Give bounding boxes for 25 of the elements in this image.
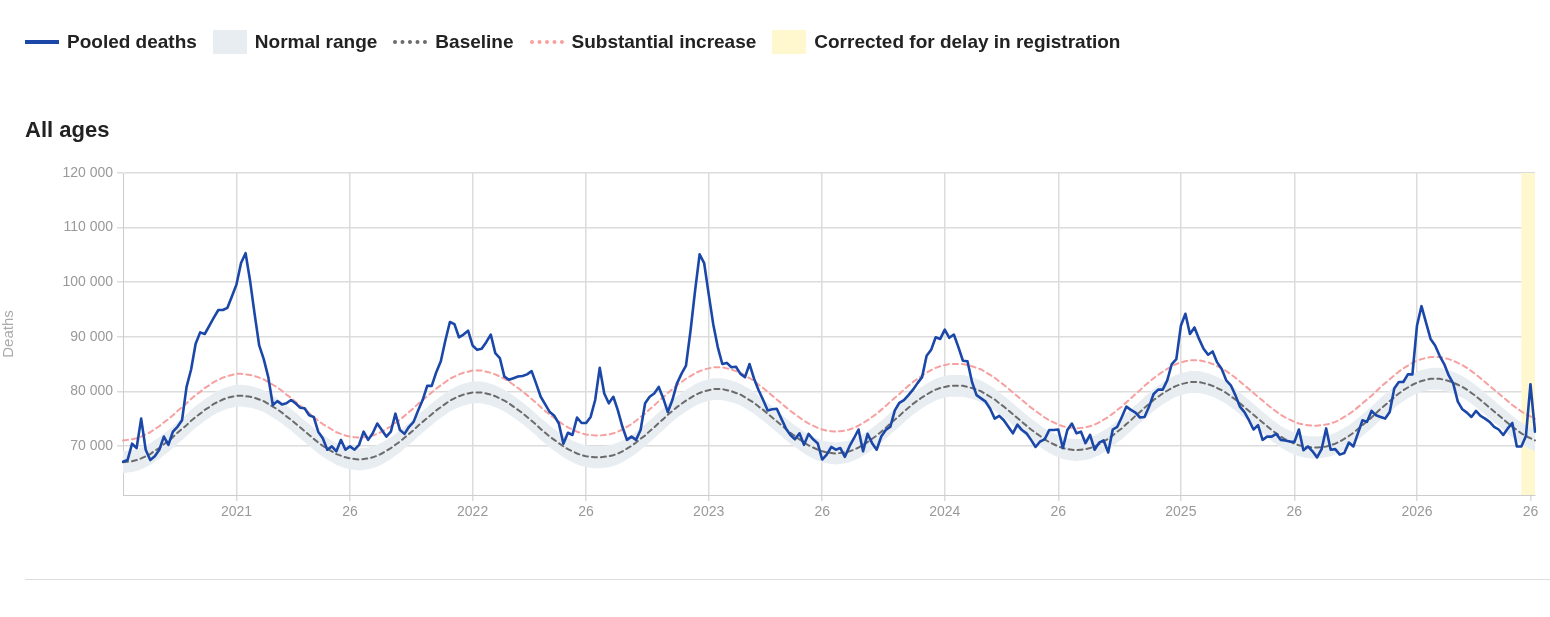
x-tick-label: 26 xyxy=(578,503,595,520)
y-axis-title: Deaths xyxy=(0,310,17,358)
x-tick-label: 2026 xyxy=(1401,503,1433,520)
legend-label: Pooled deaths xyxy=(67,31,197,53)
y-tick-label: 100 000 xyxy=(62,273,114,290)
text: Normal range xyxy=(254,31,378,53)
x-tick-label: 26 xyxy=(1522,503,1539,520)
chart-title: All ages xyxy=(25,117,110,143)
x-tick-label: 26 xyxy=(1286,503,1303,520)
y-tick-label: 70 000 xyxy=(70,436,114,453)
legend-label: Baseline xyxy=(435,31,514,53)
x-tick-label: 26 xyxy=(342,503,359,520)
y-tick-label: 90 000 xyxy=(70,327,114,344)
x-tick-label: 26 xyxy=(1050,503,1067,520)
x-tick-label: 2023 xyxy=(693,503,725,520)
legend-label: Substantial increase xyxy=(571,31,757,53)
x-tick-label: 26 xyxy=(814,503,831,520)
text: Corrected for delay in registration xyxy=(814,31,1121,53)
x-tick-label: 2025 xyxy=(1165,503,1197,520)
y-tick-label: 120 000 xyxy=(62,163,114,180)
x-tick-label: 2024 xyxy=(929,503,961,520)
x-tick-label: 2022 xyxy=(457,503,489,520)
x-tick-label: 2021 xyxy=(220,503,253,520)
y-tick-label: 80 000 xyxy=(70,382,114,399)
y-tick-label: 110 000 xyxy=(63,218,114,235)
